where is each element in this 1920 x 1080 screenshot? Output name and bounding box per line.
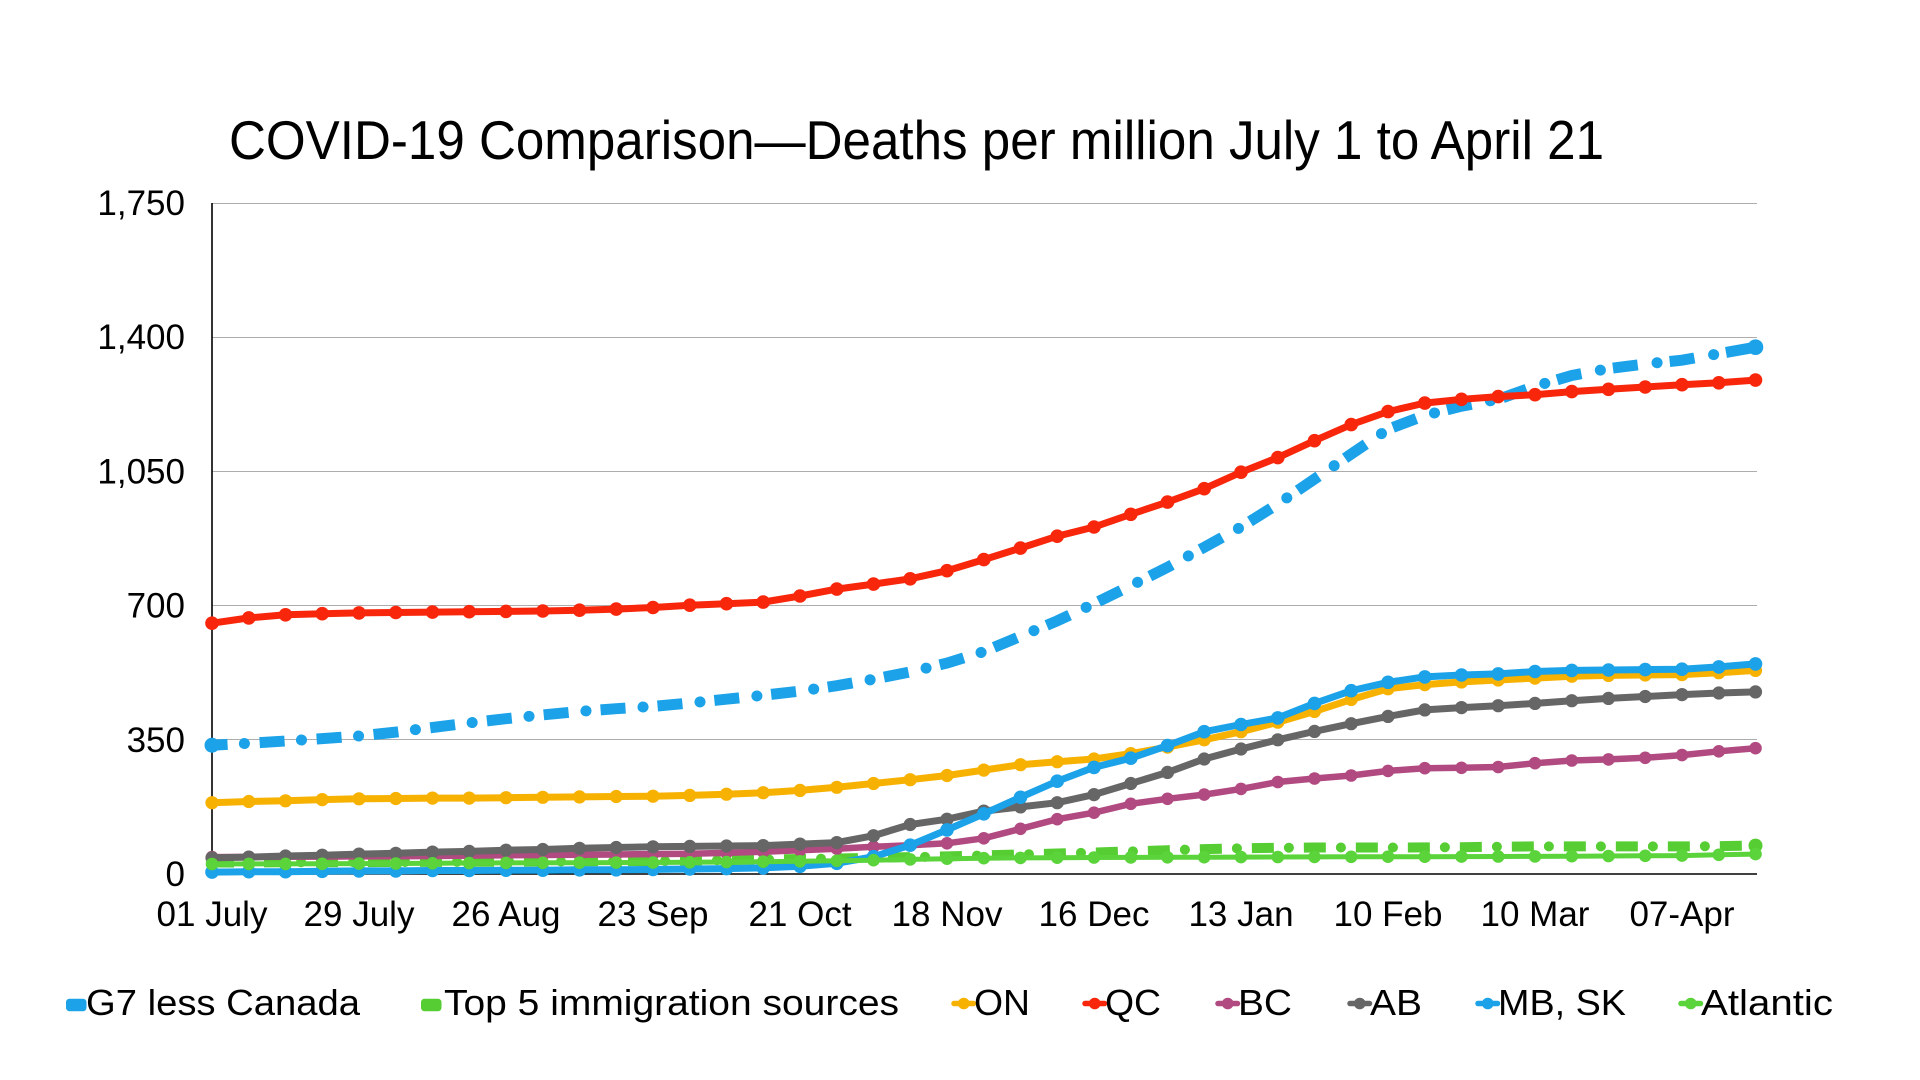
svg-text:700: 700	[127, 587, 185, 626]
svg-text:01 July: 01 July	[157, 895, 268, 934]
svg-text:BC: BC	[1238, 982, 1292, 1023]
svg-text:1,750: 1,750	[97, 184, 185, 223]
svg-text:10 Mar: 10 Mar	[1481, 895, 1590, 934]
svg-text:29 July: 29 July	[304, 895, 415, 934]
svg-text:Top 5 immigration sources: Top 5 immigration sources	[444, 982, 899, 1023]
svg-text:13 Jan: 13 Jan	[1188, 895, 1293, 934]
svg-text:0: 0	[166, 855, 185, 894]
svg-text:16 Dec: 16 Dec	[1039, 895, 1150, 934]
svg-text:23 Sep: 23 Sep	[598, 895, 709, 934]
svg-text:21 Oct: 21 Oct	[748, 895, 851, 934]
svg-text:AB: AB	[1370, 982, 1422, 1023]
svg-text:07-Apr: 07-Apr	[1629, 895, 1734, 934]
svg-text:10 Feb: 10 Feb	[1334, 895, 1443, 934]
svg-text:350: 350	[127, 721, 185, 760]
svg-text:MB, SK: MB, SK	[1498, 982, 1626, 1023]
svg-text:ON: ON	[974, 982, 1030, 1023]
svg-text:Atlantic: Atlantic	[1701, 982, 1833, 1023]
svg-text:COVID-19 Comparison—Deaths per: COVID-19 Comparison—Deaths per million J…	[229, 109, 1604, 171]
svg-text:26 Aug: 26 Aug	[452, 895, 561, 934]
svg-text:18 Nov: 18 Nov	[892, 895, 1003, 934]
svg-text:G7 less Canada: G7 less Canada	[86, 982, 361, 1023]
svg-text:QC: QC	[1105, 982, 1161, 1023]
svg-text:1,400: 1,400	[97, 318, 185, 357]
svg-text:1,050: 1,050	[97, 452, 185, 491]
